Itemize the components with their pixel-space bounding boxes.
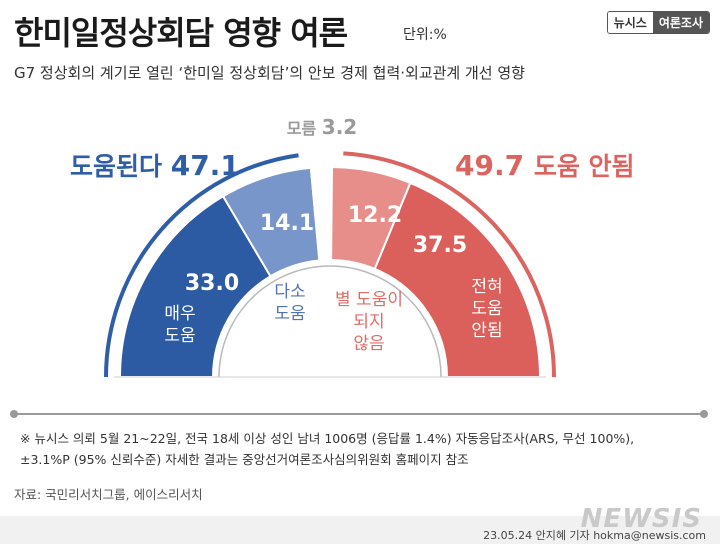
segment-label-별-도움이-되지-않음-1: 되지 — [353, 312, 384, 332]
group-value-help: 47.1 — [171, 149, 240, 182]
footer-bar — [0, 516, 720, 544]
source-text: 자료: 국민리서치그룹, 에이스리서치 — [14, 487, 203, 502]
segment-label-매우-도움-1: 도움 — [164, 326, 195, 346]
survey-note-line1: ※ 뉴시스 의뢰 5월 21~22일, 전국 18세 이상 성인 남녀 1006… — [20, 431, 635, 446]
group-label-unknown: 모름 3.2 — [287, 115, 357, 139]
newsis-watermark: NEWSIS — [580, 504, 702, 534]
subtitle: G7 정상회의 계기로 열린 ‘한미일 정상회담’의 안보 경제 협력·외교관계… — [14, 64, 525, 82]
segment-label-전혀-도움-안됨-2: 안됨 — [471, 321, 502, 341]
inner-arc — [218, 265, 442, 378]
value-label-전혀-도움-안됨: 37.5 — [413, 233, 467, 258]
notes-divider-dot-left — [10, 410, 18, 418]
brand-badge: 뉴시스 여론조사 — [606, 11, 710, 34]
segment-label-별-도움이-되지-않음-2: 않음 — [353, 334, 384, 354]
group-arc-nohelp — [343, 151, 556, 378]
group-label-help: 도움된다 47.1 — [70, 149, 240, 182]
segment-label-다소-도움-0: 다소 — [274, 282, 305, 302]
segment-label-전혀-도움-안됨-1: 도움 — [471, 299, 502, 319]
value-label-다소-도움: 14.1 — [260, 211, 314, 236]
wedge-전혀-도움-안됨 — [373, 181, 542, 378]
unit-label: 단위:% — [403, 27, 447, 43]
value-label-매우-도움: 33.0 — [185, 271, 239, 296]
notes-divider-dot-right — [700, 410, 708, 418]
segment-label-다소-도움-1: 도움 — [274, 304, 305, 324]
group-arc-help — [104, 153, 299, 378]
reporter-credit: 23.05.24 안지혜 기자 hokma@newsis.com — [483, 529, 706, 542]
group-value-nohelp: 49.7 — [455, 149, 534, 182]
survey-note-line2: ±3.1%P (95% 신뢰수준) 자세한 결과는 중앙선거여론조사심의위원회 … — [20, 452, 469, 467]
group-label-unknown-name: 모름 — [287, 119, 322, 138]
value-label-별-도움이-되지-않음: 12.2 — [348, 203, 402, 228]
page-title: 한미일정상회담 영향 여론 — [14, 14, 348, 52]
brand-left: 뉴시스 — [607, 12, 653, 33]
segment-label-매우-도움-0: 매우 — [164, 304, 195, 324]
wedge-매우-도움 — [118, 194, 272, 378]
group-value-unknown: 3.2 — [322, 115, 357, 139]
segment-label-전혀-도움-안됨-0: 전혀 — [471, 277, 502, 297]
segment-label-별-도움이-되지-않음-0: 별 도움이 — [335, 290, 403, 310]
group-label-nohelp: 49.7 도움 안됨 — [455, 149, 635, 182]
group-label-help-name: 도움된다 — [70, 152, 171, 181]
notes-divider — [14, 413, 706, 415]
brand-right: 여론조사 — [652, 12, 709, 33]
group-label-nohelp-name: 도움 안됨 — [534, 152, 635, 181]
